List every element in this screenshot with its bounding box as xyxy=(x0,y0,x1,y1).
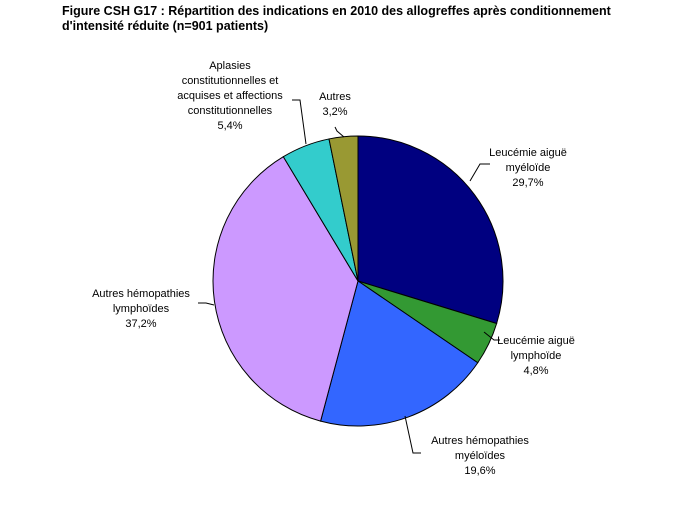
slice-label-4-line-1: constitutionnelles et xyxy=(182,75,279,87)
leader-line-0 xyxy=(469,163,490,182)
slice-label-5-line-1: 3,2% xyxy=(322,106,347,118)
leader-line-5 xyxy=(334,126,345,138)
pie-slice-0 xyxy=(357,135,504,325)
slice-label-0-line-2: 29,7% xyxy=(512,177,543,189)
slice-label-3-line-2: 37,2% xyxy=(125,318,156,330)
leader-line-4 xyxy=(292,99,307,145)
chart-title-line-1: Figure CSH G17 : Répartition des indicat… xyxy=(62,4,612,18)
pie-slice-3 xyxy=(212,156,359,422)
slice-label-2-line-0: Autres hémopathies xyxy=(431,435,529,447)
slice-label-2-line-1: myéloïdes xyxy=(455,450,506,462)
slice-label-0: Leucémie aiguë myéloïde 29,7% xyxy=(489,147,567,189)
leader-line-1 xyxy=(483,331,500,341)
slice-label-0-line-1: myéloïde xyxy=(506,162,551,174)
slice-label-3: Autres hémopathies lymphoïdes 37,2% xyxy=(92,288,190,330)
slice-label-3-line-0: Autres hémopathies xyxy=(92,288,190,300)
slice-label-4-line-3: constitutionnelles xyxy=(188,105,273,117)
slice-label-4: Aplasies constitutionnelles et acquises et… xyxy=(177,60,283,132)
leader-line-2 xyxy=(404,415,421,454)
slice-label-3-line-1: lymphoïdes xyxy=(113,303,170,315)
slice-label-5-line-0: Autres xyxy=(319,91,351,103)
slice-label-2: Autres hémopathies myéloïdes 19,6% xyxy=(431,435,529,477)
slice-label-5: Autres 3,2% xyxy=(319,91,351,118)
pie-slices xyxy=(212,135,504,427)
slice-label-1-line-2: 4,8% xyxy=(523,365,548,377)
chart-title-line-2: d'intensité réduite (n=901 patients) xyxy=(62,19,268,33)
slice-label-0-line-0: Leucémie aiguë xyxy=(489,147,567,159)
pie-slice-2 xyxy=(319,280,479,427)
slice-label-4-line-0: Aplasies xyxy=(209,60,251,72)
slice-label-1-line-1: lymphoïde xyxy=(511,350,562,362)
slice-label-4-line-2: acquises et affections xyxy=(177,90,283,102)
leader-line-3 xyxy=(198,302,215,306)
slice-label-1-line-0: Leucémie aiguë xyxy=(497,335,575,347)
slice-label-1: Leucémie aiguë lymphoïde 4,8% xyxy=(497,335,575,377)
slice-labels: Leucémie aiguë myéloïde 29,7%Leucémie aigu… xyxy=(92,60,575,477)
slice-label-4-line-4: 5,4% xyxy=(217,120,242,132)
slice-label-2-line-2: 19,6% xyxy=(464,465,495,477)
